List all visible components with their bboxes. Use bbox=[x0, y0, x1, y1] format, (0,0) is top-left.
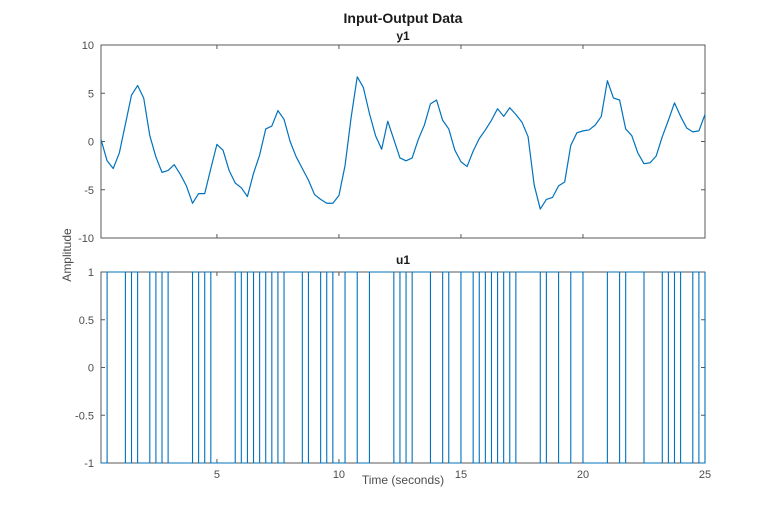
x-tick-label: 20 bbox=[577, 469, 589, 481]
y-tick-label: -1 bbox=[84, 458, 94, 470]
x-axis-label: Time (seconds) bbox=[361, 473, 445, 487]
x-tick-label: 15 bbox=[455, 469, 467, 481]
x-tick-label: 10 bbox=[333, 469, 345, 481]
x-tick-label: 5 bbox=[214, 469, 220, 481]
y-tick-label: -5 bbox=[84, 185, 94, 197]
y-tick-label: 10 bbox=[82, 40, 94, 52]
signal-y1 bbox=[100, 76, 706, 210]
y-tick-label: 5 bbox=[88, 88, 94, 100]
figure-title: Input-Output Data bbox=[343, 10, 463, 26]
x-tick-label: 25 bbox=[699, 469, 711, 481]
y-tick-label: 1 bbox=[88, 267, 94, 279]
axes-frame-y1 bbox=[100, 44, 706, 239]
subplot-y1-title: y1 bbox=[396, 29, 410, 43]
signal-u1 bbox=[101, 271, 706, 464]
subplot-u1-title: u1 bbox=[395, 253, 410, 267]
y-tick-label: 0.5 bbox=[79, 315, 94, 327]
axes-frame-u1 bbox=[100, 271, 706, 464]
y-tick-label: -10 bbox=[78, 233, 94, 245]
y-tick-label: 0 bbox=[88, 137, 94, 149]
y-tick-label: 0 bbox=[88, 363, 94, 375]
y-axis-label: Amplitude bbox=[60, 228, 74, 282]
y-tick-label: -0.5 bbox=[75, 410, 94, 422]
